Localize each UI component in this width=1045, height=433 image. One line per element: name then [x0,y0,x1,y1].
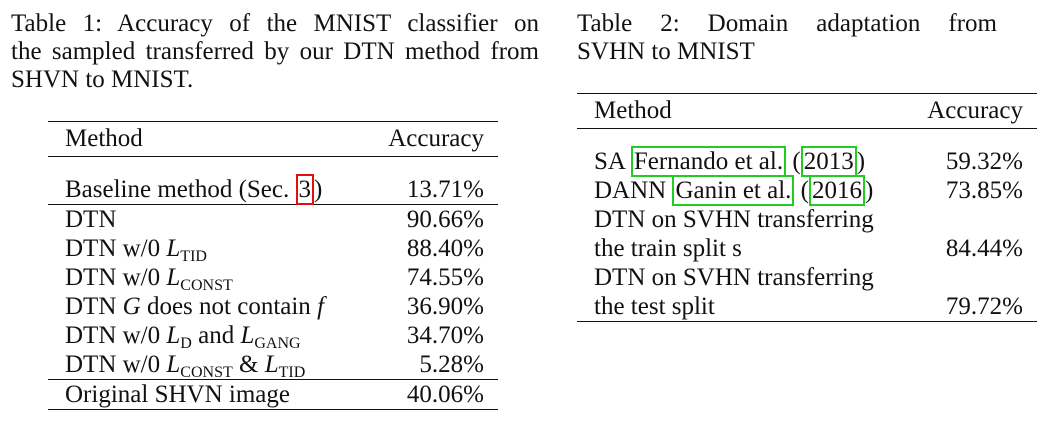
row-method-text: DTN w/0 [65,322,167,349]
row-method-text: does not contain [140,293,318,320]
row-method-text: ) [314,176,323,203]
row-method: SA Fernando et al. (2013) [577,146,866,177]
row-accuracy: 59.32% [945,148,1023,175]
row-method-text: ( [794,177,809,204]
table-row: SA Fernando et al. (2013) 59.32% [577,146,1037,177]
math-subscript: TID [278,364,306,381]
table1-caption-line: SHVN to MNIST. [11,66,194,93]
table2-caption-line: SVHN to MNIST [577,38,755,65]
table-header-row: Method Accuracy [577,94,1037,128]
table2-caption: Table 2: Domain adaptation from SVHN to … [577,10,997,66]
row-method-text: ) [864,177,874,204]
row-method-text: & [232,351,265,378]
row-method: DTN [65,206,117,233]
row-method: DTN w/0 LTID [48,234,207,271]
row-method: DANN Ganin et al. (2016) [577,175,874,206]
table-row: Original SHVN image 40.06% [48,380,498,409]
row-accuracy: 34.70% [406,322,484,349]
table1-caption-line: the sampled transferred by our DTN metho… [11,38,539,65]
table-row: DANN Ganin et al. (2016) 73.85% [577,175,1037,206]
table2: Method Accuracy SA Fernando et al. (2013… [577,93,1037,322]
row-method-text: SA [594,148,631,175]
table-top-rule [48,121,498,122]
math-symbol: L [166,351,181,378]
row-accuracy: 88.40% [406,235,484,262]
table-row: the train split s 84.44% [577,234,1037,263]
table-row: DTN 90.66% [48,205,498,234]
row-accuracy: 90.66% [406,206,484,233]
table1: Method Accuracy Baseline method (Sec. 3)… [48,121,498,410]
table-row: DTN w/0 LTID 88.40% [48,234,498,265]
row-method: DTN G does not contain f [48,292,324,321]
math-subscript: TID [180,248,207,265]
math-symbol: L [166,322,181,349]
row-method-line1: DTN on SVHN transferring [594,264,874,291]
row-method-text: Baseline method (Sec. [65,176,296,203]
row-accuracy: 79.72% [945,293,1023,320]
table-header-row: Method Accuracy [48,122,498,156]
section-ref-link[interactable]: 3 [295,174,314,205]
math-symbol: L [264,351,279,378]
math-subscript: CONST [180,277,233,294]
row-method-text: and [191,322,241,349]
math-symbol: f [317,293,325,320]
table2-caption-line: Table 2: Domain adaptation from [577,10,997,37]
math-symbol: G [122,293,141,320]
table-row: DTN on SVHN transferring [577,263,1037,292]
table-row: DTN w/0 LCONST 74.55% [48,263,498,294]
table-bottom-rule [48,409,498,410]
table1-caption-line: Table 1: Accuracy of the MNIST classifie… [11,10,539,37]
header-method: Method [65,125,143,152]
citation-year-link[interactable]: 2013 [800,146,857,177]
row-method-text: DANN [594,177,673,204]
row-method: DTN w/0 LCONST [48,263,233,300]
row-accuracy: 13.71% [406,176,484,203]
table-row: DTN w/0 LD and LGANG 34.70% [48,321,498,352]
math-symbol: L [240,322,255,349]
header-accuracy: Accuracy [927,97,1023,124]
row-accuracy: 36.90% [406,293,484,320]
table-row: Baseline method (Sec. 3) 13.71% [48,174,498,205]
row-accuracy: 5.28% [419,351,484,378]
table-row: DTN w/0 LCONST & LTID 5.28% [48,350,498,381]
row-accuracy: 40.06% [406,381,484,408]
row-method-line1: DTN on SVHN transferring [594,206,874,233]
row-method: DTN w/0 LCONST & LTID [48,350,305,387]
math-subscript: D [180,335,192,352]
math-symbol: L [166,235,181,262]
row-method-line2: the train split s [594,235,742,262]
row-method-line2: the test split [594,293,715,320]
header-accuracy: Accuracy [388,125,484,152]
table-header-rule [48,156,498,157]
row-method-text: DTN w/0 [65,235,167,262]
header-method: Method [594,97,672,124]
row-method: Baseline method (Sec. 3) [48,174,323,205]
citation-link[interactable]: Fernando et al. [630,146,787,177]
table-rule [48,379,498,380]
table-row: DTN on SVHN transferring [577,205,1037,234]
table-bottom-rule [577,321,1037,322]
row-method-text: DTN w/0 [65,351,167,378]
row-method: DTN w/0 LD and LGANG [48,321,301,358]
table-row: the test split 79.72% [577,292,1037,321]
table-top-rule [577,93,1037,94]
citation-year-link[interactable]: 2016 [808,175,865,206]
table-row: DTN G does not contain f 36.90% [48,292,498,321]
citation-link[interactable]: Ganin et al. [672,175,795,206]
row-accuracy: 74.55% [406,264,484,291]
row-accuracy: 73.85% [945,177,1023,204]
table-header-rule [577,128,1037,129]
row-accuracy: 84.44% [945,235,1023,262]
row-method-text: DTN [65,293,123,320]
math-subscript: GANG [254,335,301,352]
table1-caption: Table 1: Accuracy of the MNIST classifie… [11,10,539,94]
row-method-text: DTN w/0 [65,264,167,291]
math-subscript: CONST [180,364,233,381]
row-method-text: ) [856,148,866,175]
math-symbol: L [166,264,181,291]
row-method: Original SHVN image [65,381,290,408]
row-method-text: ( [786,148,801,175]
table-rule [48,204,498,205]
